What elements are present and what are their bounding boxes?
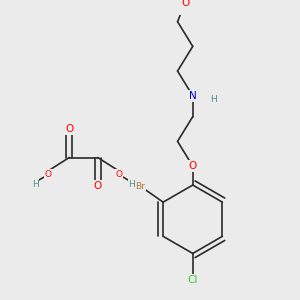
Text: H: H [129, 180, 135, 189]
Text: Br: Br [135, 182, 145, 191]
Text: H: H [210, 95, 217, 104]
Text: O: O [181, 0, 189, 8]
Text: O: O [65, 124, 74, 134]
Text: N: N [189, 91, 196, 101]
Text: O: O [45, 170, 52, 179]
Text: O: O [189, 161, 197, 171]
Text: Cl: Cl [188, 275, 198, 285]
Text: O: O [115, 170, 122, 179]
Text: H: H [32, 180, 38, 189]
Text: O: O [94, 181, 102, 191]
